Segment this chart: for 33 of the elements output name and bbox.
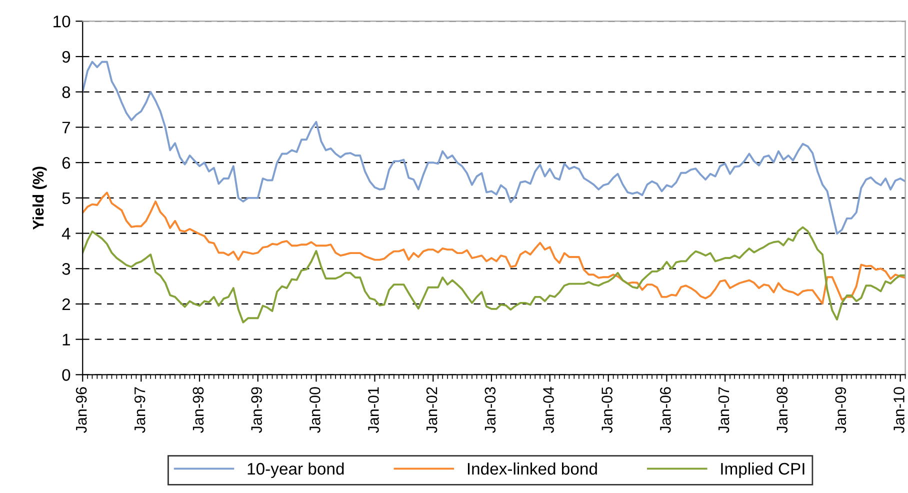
x-tick-label: Jan-96 — [76, 387, 87, 433]
x-tick-label: Jan-98 — [192, 387, 204, 433]
x-tick-label: Jan-10 — [894, 387, 904, 433]
y-tick-label: 8 — [62, 86, 70, 98]
y-tick-label: 6 — [62, 156, 70, 169]
x-tick-label: Jan-99 — [251, 387, 262, 433]
y-tick-label: 0 — [62, 369, 70, 381]
x-tick-label: Jan-05 — [602, 387, 612, 433]
legend-label: Implied CPI — [721, 462, 804, 478]
y-tick-label: 5 — [62, 192, 70, 204]
x-tick-label: Jan-07 — [718, 387, 730, 433]
line-series — [82, 192, 906, 305]
x-tick-label: Jan-03 — [484, 387, 496, 433]
x-tick-label: Jan-06 — [660, 387, 671, 433]
y-tick-label: 2 — [62, 298, 70, 310]
y-tick-label: 4 — [62, 228, 70, 240]
x-tick-label: Jan-00 — [310, 387, 320, 433]
line-series — [82, 60, 906, 235]
y-axis-title: Yield (%) — [32, 166, 47, 230]
x-tick-label: Jan-01 — [368, 387, 379, 433]
legend-label: Index-linked bond — [468, 462, 597, 475]
line-series — [82, 226, 906, 324]
x-tick-label: Jan-97 — [134, 387, 146, 433]
x-tick-label: Jan-04 — [543, 386, 554, 433]
x-tick-label: Jan-09 — [835, 387, 846, 433]
x-tick-label: Jan-02 — [426, 387, 438, 433]
y-tick-label: 9 — [62, 50, 70, 63]
y-tick-label: 7 — [62, 122, 70, 134]
x-tick-label: Jan-08 — [776, 387, 788, 433]
y-tick-label: 10 — [54, 16, 70, 28]
y-tick-label: 3 — [62, 263, 70, 275]
legend-label: 10-year bond — [248, 462, 344, 478]
y-tick-label: 1 — [62, 334, 70, 346]
